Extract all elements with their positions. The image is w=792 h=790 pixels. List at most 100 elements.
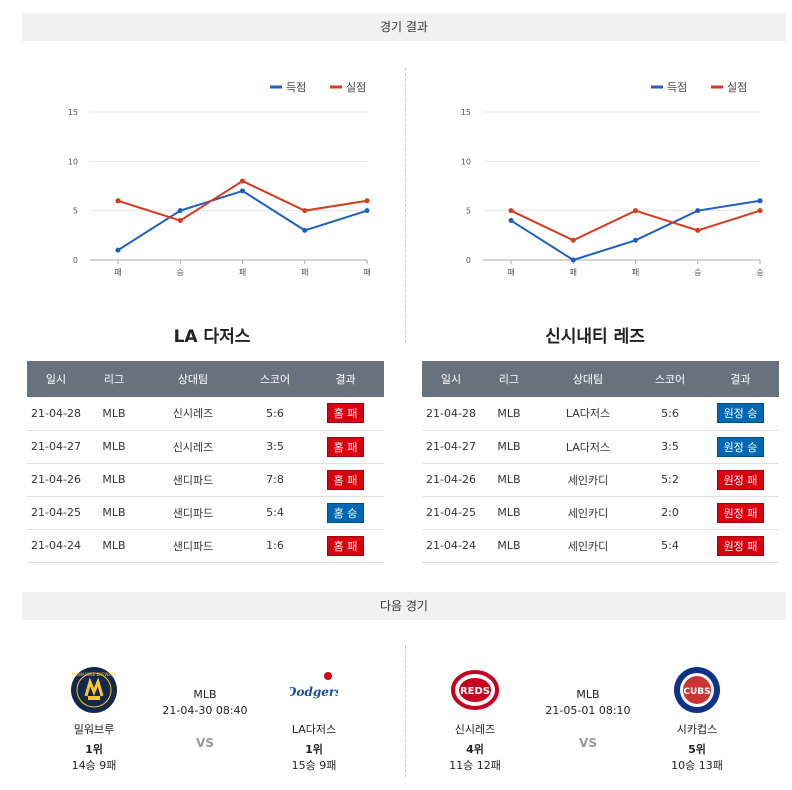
result-badge: 원정 승 bbox=[716, 436, 765, 457]
cell-result: 원정 패 bbox=[702, 496, 779, 530]
next-game-2-info: MLB 21-05-01 08:10 bbox=[533, 688, 643, 717]
next-divider bbox=[405, 645, 406, 777]
x-tick-label: 패 bbox=[114, 267, 121, 277]
y-tick-label: 5 bbox=[73, 207, 78, 216]
cell-league: MLB bbox=[85, 463, 143, 497]
cell-score: 1:6 bbox=[243, 529, 307, 563]
x-tick-label: 승 bbox=[177, 268, 184, 277]
score-point bbox=[633, 237, 638, 243]
table-row: 21-04-24 MLB 세인카디 5:4 원정 패 bbox=[422, 529, 779, 563]
cell-opponent: LA다저스 bbox=[538, 430, 638, 464]
th-opponent: 상대팀 bbox=[143, 361, 243, 397]
vs-label: VS bbox=[579, 736, 597, 750]
cell-score: 5:2 bbox=[638, 463, 702, 497]
team-title-left: LA 다저스 bbox=[173, 327, 251, 347]
cell-date: 21-04-26 bbox=[27, 463, 85, 497]
home-team-name[interactable]: 신시레즈 bbox=[454, 723, 496, 736]
reds-logo-icon: REDS bbox=[451, 670, 499, 710]
dodgers-logo-text: Dodgers bbox=[290, 685, 338, 699]
score-point bbox=[695, 208, 701, 214]
cell-opponent: 샌디파드 bbox=[143, 529, 243, 563]
result-badge: 홈 승 bbox=[326, 502, 365, 523]
y-tick-label: 5 bbox=[466, 207, 471, 216]
home-team-rank: 4위 bbox=[466, 743, 484, 756]
result-badge: 홈 패 bbox=[326, 469, 365, 490]
table-row: 21-04-28 MLB 신시레즈 5:6 홈 패 bbox=[27, 397, 384, 431]
y-tick-label: 15 bbox=[461, 108, 471, 117]
th-score: 스코어 bbox=[243, 361, 307, 397]
cubs-logo-text: CUBS bbox=[683, 687, 710, 697]
away-team-name[interactable]: LA다저스 bbox=[291, 723, 337, 736]
score-point bbox=[115, 247, 121, 253]
cell-score: 3:5 bbox=[243, 430, 307, 464]
th-opponent: 상대팀 bbox=[538, 361, 638, 397]
result-badge: 홈 패 bbox=[326, 535, 365, 556]
score-point bbox=[508, 218, 514, 224]
next-game-1: MILWAUKEE BREWERS 밀워브루 1위 14승 9패 MLB 21-… bbox=[22, 660, 392, 790]
table-row: 21-04-26 MLB 샌디파드 7:8 홈 패 bbox=[27, 463, 384, 497]
x-tick-label: 패 bbox=[570, 267, 577, 277]
away-team-name[interactable]: 시카컵스 bbox=[676, 723, 718, 736]
y-tick-label: 10 bbox=[68, 157, 78, 166]
next-game-2-home: REDS 신시레즈 4위 11승 12패 bbox=[435, 666, 515, 773]
cell-score: 5:4 bbox=[243, 496, 307, 530]
table-row: 21-04-24 MLB 샌디파드 1:6 홈 패 bbox=[27, 529, 384, 563]
brewers-logo-icon: MILWAUKEE BREWERS bbox=[71, 667, 117, 713]
result-badge: 홈 패 bbox=[326, 403, 365, 424]
cell-result: 원정 패 bbox=[702, 529, 779, 563]
cell-result: 원정 승 bbox=[702, 397, 779, 431]
cell-score: 5:6 bbox=[638, 397, 702, 431]
lost-point bbox=[364, 198, 370, 204]
away-team-record: 10승 13패 bbox=[671, 759, 723, 772]
x-tick-label: 패 bbox=[632, 267, 639, 277]
cell-league: MLB bbox=[85, 430, 143, 464]
legend-lost-label: 실점 bbox=[727, 81, 747, 94]
home-team-name[interactable]: 밀워브루 bbox=[73, 723, 115, 736]
chart-divider bbox=[405, 68, 406, 343]
away-team-rank: 1위 bbox=[305, 743, 323, 756]
series-lost-line bbox=[117, 179, 368, 222]
cell-result: 원정 승 bbox=[702, 430, 779, 464]
y-tick-label: 10 bbox=[461, 157, 471, 166]
result-badge: 원정 승 bbox=[716, 403, 765, 424]
home-team-rank: 1위 bbox=[85, 743, 103, 756]
next-section-title: 다음 경기 bbox=[22, 592, 786, 620]
score-point bbox=[302, 227, 308, 233]
cubs-logo-icon: CUBS bbox=[674, 667, 720, 713]
vs-label: VS bbox=[196, 736, 214, 750]
table-row: 21-04-25 MLB 세인카디 2:0 원정 패 bbox=[422, 496, 779, 530]
series-lost-line bbox=[510, 209, 761, 242]
cell-date: 21-04-27 bbox=[27, 430, 85, 464]
lost-point bbox=[570, 237, 576, 243]
cell-league: MLB bbox=[480, 463, 538, 497]
cell-league: MLB bbox=[480, 430, 538, 464]
cell-opponent: 세인카디 bbox=[538, 496, 638, 530]
th-result: 결과 bbox=[307, 361, 384, 397]
next-game-league: MLB bbox=[576, 688, 600, 701]
next-game-1-home: MILWAUKEE BREWERS 밀워브루 1위 14승 9패 bbox=[54, 666, 134, 773]
la-dodgers-chart: 득점 실점 15 10 5 0 패 승 패 패 패 bbox=[68, 81, 371, 277]
th-league: 리그 bbox=[85, 361, 143, 397]
cell-league: MLB bbox=[85, 496, 143, 530]
legend-lost-label: 실점 bbox=[346, 81, 366, 94]
team-title-right: 신시내티 레즈 bbox=[545, 327, 645, 347]
lost-point bbox=[177, 218, 183, 224]
cell-date: 21-04-24 bbox=[422, 529, 480, 563]
cell-opponent: 세인카디 bbox=[538, 529, 638, 563]
table-row: 21-04-28 MLB LA다저스 5:6 원정 승 bbox=[422, 397, 779, 431]
x-tick-label: 승 bbox=[694, 268, 701, 277]
cell-date: 21-04-28 bbox=[422, 397, 480, 431]
away-team-rank: 5위 bbox=[688, 743, 706, 756]
next-game-datetime: 21-04-30 08:40 bbox=[162, 704, 248, 717]
x-tick-label: 패 bbox=[239, 267, 246, 277]
lost-point bbox=[757, 208, 763, 214]
results-section-title: 경기 결과 bbox=[22, 13, 786, 41]
th-league: 리그 bbox=[480, 361, 538, 397]
next-game-1-away: Dodgers LA다저스 1위 15승 9패 bbox=[274, 666, 354, 773]
reds-logo-text: REDS bbox=[460, 686, 490, 697]
away-team-record: 15승 9패 bbox=[291, 759, 337, 772]
brewers-logo-text: MILWAUKEE BREWERS bbox=[72, 672, 117, 677]
cell-score: 7:8 bbox=[243, 463, 307, 497]
result-badge: 원정 패 bbox=[716, 502, 765, 523]
cell-result: 원정 패 bbox=[702, 463, 779, 497]
